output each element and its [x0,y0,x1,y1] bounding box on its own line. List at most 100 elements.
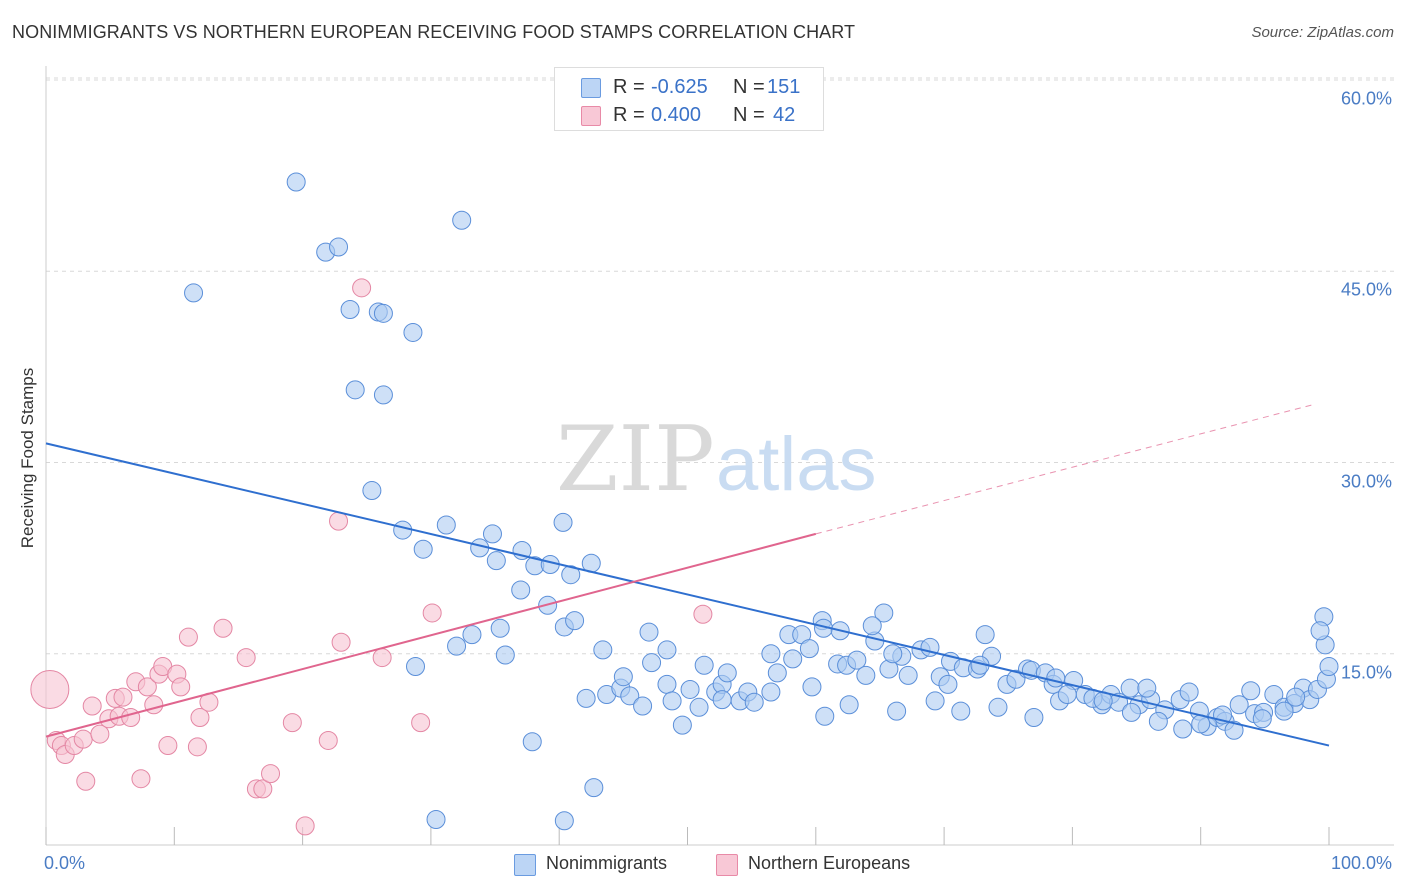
stats-r-label: R = [613,104,645,126]
nonimmigrants-point [362,481,382,501]
y-tick-label: 15.0% [1340,662,1392,683]
chart-title: NONIMMIGRANTS VS NORTHERN EUROPEAN RECEI… [12,22,856,42]
nonimmigrants-point [565,611,585,631]
nonimmigrants-point [452,210,472,230]
nonimmigrants-point [672,715,692,735]
northern-europeans-point [144,695,164,715]
nonimmigrants-point [744,692,764,712]
nonimmigrants-point [1274,701,1294,721]
nonimmigrants-point [561,565,581,585]
nonimmigrants-point [951,701,971,721]
nonimmigrants-point [490,618,510,638]
nonimmigrants-point [712,690,732,710]
nonimmigrants-point [593,640,613,660]
nonimmigrants-point [522,732,542,752]
northern-europeans-point [30,669,70,709]
northern-europeans-point [295,816,315,836]
northern-europeans-point [178,627,198,647]
nonimmigrants-point [1286,687,1306,707]
nonimmigrants-point [620,686,640,706]
stats-n-label: N = [733,104,765,126]
nonimmigrants-point [1229,695,1249,715]
nonimmigrants-point [447,636,467,656]
stats-n-value: 151 [767,76,801,98]
nonimmigrants-point [761,682,781,702]
nonimmigrants-point [340,300,360,319]
nonimmigrants-point [1046,668,1066,688]
nonimmigrants-point [393,520,413,540]
nonimmigrants-point [662,691,682,711]
nonimmigrants-point [329,237,349,257]
nonimmigrants-point [511,580,531,600]
nonimmigrants-point [847,650,867,670]
nonimmigrants-point [657,640,677,660]
x-tick-label-max: 100.0% [1330,853,1392,873]
northern-europeans-point [372,648,392,668]
watermark-zip: ZIP [556,407,715,512]
nonimmigrants-point [874,603,894,623]
nonimmigrants-point [286,172,306,192]
nonimmigrants-point [1319,657,1339,676]
nonimmigrants-point [576,688,596,708]
nonimmigrants-point [554,811,574,831]
legend-swatch-blue [514,854,536,876]
northern-europeans-point [693,604,713,624]
nonimmigrants-point [883,644,903,664]
nonimmigrants-point [495,645,515,665]
nonimmigrants-point [1241,681,1261,701]
northern-europeans-point [82,696,102,716]
nonimmigrants-point [1137,678,1157,698]
legend-label: Nonimmigrants [546,853,668,873]
nonimmigrants-point [1121,702,1141,722]
legend-label: Northern Europeans [748,853,911,873]
nonimmigrants-point [975,625,995,645]
nonimmigrants-point [1173,719,1193,739]
nonimmigrants-point [1120,678,1140,698]
nonimmigrants-point [802,677,822,697]
stats-r-value: -0.625 [651,76,708,98]
nonimmigrants-point [184,283,204,303]
nonimmigrants-point [799,639,819,659]
northern-europeans-point [282,713,302,733]
watermark: ZIP atlas [556,407,877,512]
nonimmigrants-point [426,810,446,829]
northern-europeans-point [318,730,338,750]
stats-n-value: 42 [773,104,796,126]
nonimmigrants-point [815,706,835,726]
source-label: Source: ZipAtlas.com [1251,24,1394,41]
nonimmigrants-point [373,385,393,405]
northern-europeans-point [329,511,349,531]
nonimmigrants-point [553,512,573,532]
nonimmigrants-point [1024,708,1044,727]
northern-europeans-points [30,278,713,836]
grid-lines [46,77,1394,655]
northern-europeans-point [411,713,431,733]
nonimmigrants-point [613,667,633,687]
northern-europeans-point [331,632,351,652]
nonimmigrants-point [887,701,907,721]
y-tick-label: 30.0% [1340,471,1392,491]
nonimmigrants-point [898,665,918,685]
nonimmigrants-point [1179,682,1199,702]
nonimmigrants-point [403,322,423,342]
trend-lines [45,403,1330,747]
nonimmigrants-point [482,524,502,544]
northern-europeans-point [190,708,210,727]
nonimmigrants-point [1224,720,1244,740]
northern-europeans-point [76,771,96,791]
nonimmigrants-point [633,696,653,716]
northern-europeans-point [171,677,191,697]
nonimmigrants-point [925,691,945,711]
nonimmigrants-point [694,655,714,675]
y-tick-label: 45.0% [1340,279,1392,300]
nonimmigrants-point [345,380,365,400]
northern-europeans-point [253,779,273,799]
northern-europeans-point [90,724,110,744]
nonimmigrants-point [642,653,662,673]
y-tick-label: 60.0% [1340,88,1392,109]
nonimmigrants-point [761,644,781,664]
nonimmigrants-point [1252,709,1272,729]
nonimmigrants-point [639,622,659,642]
northern-europeans-point [261,764,281,784]
northern-europeans-point [137,677,157,697]
